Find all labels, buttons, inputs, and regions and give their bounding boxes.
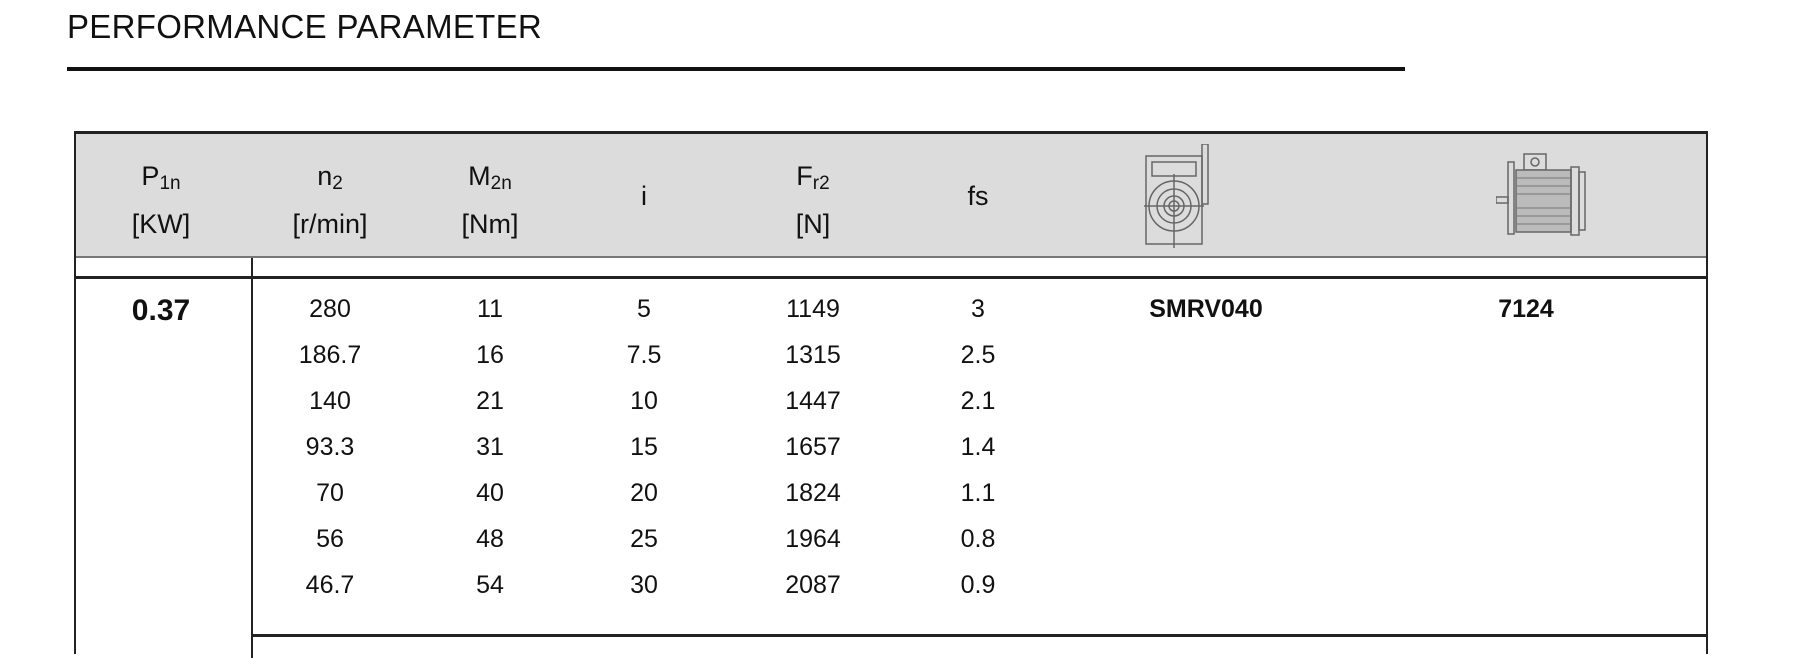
table-cell: 40 xyxy=(476,479,504,507)
table-cell: 140 xyxy=(309,387,351,415)
motor-model: 7124 xyxy=(1498,295,1554,323)
header-symbol: fs xyxy=(967,181,989,211)
table-cell: 2.5 xyxy=(960,341,996,369)
header-unit: [Nm] xyxy=(461,209,519,239)
header-fr2: Fr2 [N] xyxy=(796,156,831,244)
title-rule xyxy=(67,67,1405,71)
table-cell: 1.1 xyxy=(960,479,996,507)
table-cell: 31 xyxy=(476,433,504,461)
table-cell: 1447 xyxy=(785,387,841,415)
table-cell: 48 xyxy=(476,525,504,553)
table-cell: 25 xyxy=(630,525,658,553)
table-cell: 56 xyxy=(316,525,344,553)
table-cell: 20 xyxy=(630,479,658,507)
header-symbol: n xyxy=(317,161,333,191)
header-symbol: i xyxy=(641,181,647,211)
header-subscript: 1n xyxy=(159,173,181,194)
header-symbol: P xyxy=(141,161,160,191)
table-cell: 1149 xyxy=(786,295,840,323)
header-unit: [N] xyxy=(795,209,831,239)
table-cell: 30 xyxy=(630,571,658,599)
table-cell: 46.7 xyxy=(305,571,355,599)
page-title: PERFORMANCE PARAMETER xyxy=(67,8,543,45)
table-cell: 1315 xyxy=(785,341,841,369)
table-cell: 1657 xyxy=(785,433,841,461)
gearbox-model: SMRV040 xyxy=(1149,295,1263,323)
table-cell: 280 xyxy=(309,295,351,323)
table-cell: 0.9 xyxy=(960,571,996,599)
header-symbol: M xyxy=(468,161,491,191)
header-i: i xyxy=(641,176,647,216)
table-header: P1n [KW] n2 [r/min] M2n [Nm] i Fr2 [N] fs xyxy=(76,134,1706,258)
table-cell: 70 xyxy=(316,479,344,507)
table-cell: 2.1 xyxy=(960,387,996,415)
performance-table: P1n [KW] n2 [r/min] M2n [Nm] i Fr2 [N] fs xyxy=(74,131,1708,658)
table-cell: 93.3 xyxy=(305,433,355,461)
header-unit: [KW] xyxy=(131,209,191,239)
header-unit: [r/min] xyxy=(292,209,368,239)
table-cell: 1964 xyxy=(785,525,841,553)
table-cell: 54 xyxy=(476,571,504,599)
header-subscript: 2n xyxy=(490,173,512,194)
header-subscript: r2 xyxy=(812,173,830,194)
header-m2n: M2n [Nm] xyxy=(462,156,519,244)
electric-motor-icon xyxy=(1496,153,1586,236)
table-cell: 0.8 xyxy=(960,525,996,553)
table-cell: 10 xyxy=(630,387,658,415)
header-symbol: F xyxy=(796,161,813,191)
table-cell: 5 xyxy=(637,295,651,323)
table-cell: 11 xyxy=(477,295,503,323)
table-cell: 21 xyxy=(476,387,504,415)
table-cell: 1.4 xyxy=(960,433,996,461)
table-cell: 15 xyxy=(630,433,658,461)
worm-gearbox-icon xyxy=(1144,144,1209,248)
row-separator xyxy=(76,276,252,279)
header-subscript: 2 xyxy=(332,173,343,194)
header-n2: n2 [r/min] xyxy=(292,156,367,244)
table-cell: 186.7 xyxy=(298,341,362,369)
table-cell: 7.5 xyxy=(626,341,662,369)
header-p1n: P1n [KW] xyxy=(132,156,191,244)
header-fs: fs xyxy=(967,176,988,216)
table-cell: 16 xyxy=(476,341,504,369)
column-divider xyxy=(251,258,253,658)
row-separator xyxy=(252,276,1706,279)
table-cell: 2087 xyxy=(785,571,841,599)
table-cell: 1824 xyxy=(785,479,841,507)
power-value: 0.37 xyxy=(131,294,191,327)
table-cell: 3 xyxy=(971,295,985,323)
